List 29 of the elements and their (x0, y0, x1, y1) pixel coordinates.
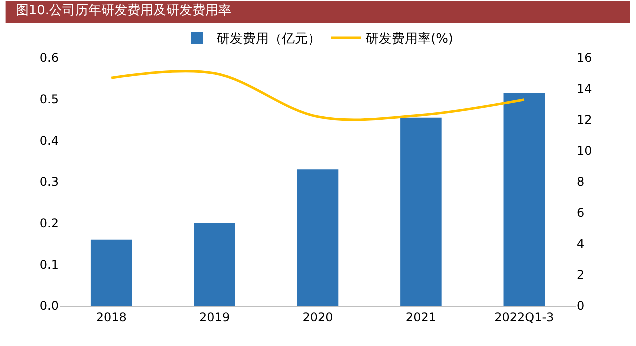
y2-tick-label: 12 (577, 113, 592, 128)
y-tick-label: 0.6 (40, 51, 59, 66)
bar (504, 93, 546, 306)
y-tick-label: 0.5 (40, 92, 59, 107)
chart-title: 图10.公司历年研发费用及研发费用率 (16, 2, 232, 18)
y-tick-label: 0.4 (40, 134, 59, 148)
y2-tick-label: 16 (577, 51, 592, 66)
legend-label: 研发费用率(%) (366, 31, 454, 48)
bar (194, 223, 236, 306)
y2-tick-label: 4 (577, 237, 585, 252)
y-tick-label: 0.2 (40, 216, 59, 231)
y2-tick-label: 14 (577, 82, 592, 96)
x-tick-label: 2018 (96, 310, 127, 324)
x-tick-label: 2019 (200, 310, 230, 324)
y2-tick-label: 8 (577, 175, 585, 190)
y-tick-label: 0.3 (40, 175, 59, 190)
bar (297, 170, 339, 306)
x-tick-label: 2022Q1-3 (494, 310, 554, 324)
legend-label: 研发费用（亿元） (217, 32, 321, 48)
y2-tick-label: 6 (577, 206, 585, 220)
x-tick-label: 2021 (406, 310, 436, 324)
y2-tick-label: 10 (577, 144, 592, 158)
bar (90, 240, 132, 306)
y2-tick-label: 0 (577, 299, 585, 314)
y-tick-label: 0.0 (40, 299, 59, 314)
y2-tick-label: 2 (577, 268, 585, 282)
bar (400, 118, 442, 306)
y-tick-label: 0.1 (40, 258, 59, 272)
x-tick-label: 2020 (302, 310, 334, 324)
